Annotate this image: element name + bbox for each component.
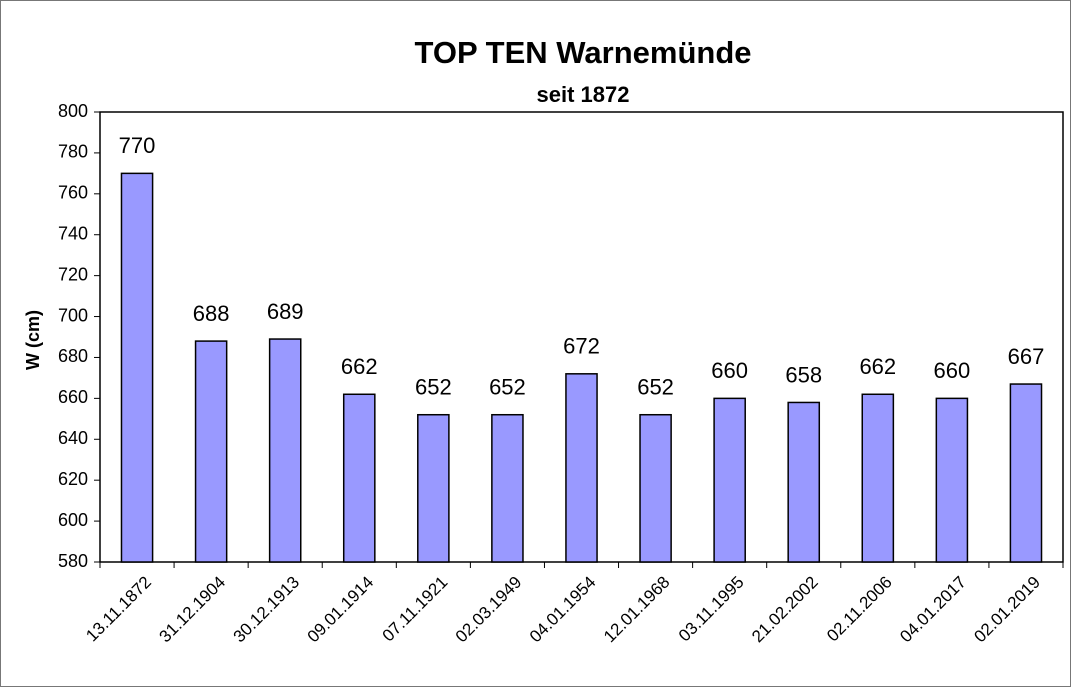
data-label: 667 bbox=[1008, 344, 1045, 369]
data-label: 652 bbox=[489, 375, 526, 400]
bar bbox=[120, 172, 154, 563]
bar bbox=[342, 393, 376, 563]
data-label: 689 bbox=[267, 299, 304, 324]
y-tick-label: 580 bbox=[58, 551, 88, 571]
y-tick-label: 760 bbox=[58, 183, 88, 203]
bar bbox=[565, 373, 598, 563]
bar bbox=[268, 338, 302, 563]
data-label: 652 bbox=[637, 375, 674, 400]
data-label: 672 bbox=[563, 334, 600, 359]
bar bbox=[639, 413, 672, 563]
data-label: 770 bbox=[119, 133, 156, 158]
y-tick-label: 720 bbox=[58, 264, 88, 284]
bar bbox=[491, 413, 524, 563]
bar bbox=[1009, 383, 1043, 563]
data-label: 660 bbox=[711, 358, 748, 383]
y-axis-label: W (cm) bbox=[23, 310, 43, 370]
bar bbox=[935, 397, 969, 563]
data-label: 652 bbox=[415, 375, 452, 400]
data-label: 658 bbox=[785, 362, 822, 387]
y-tick-label: 680 bbox=[58, 346, 88, 366]
data-label: 662 bbox=[859, 354, 896, 379]
data-label: 688 bbox=[193, 301, 230, 326]
data-label: 662 bbox=[341, 354, 378, 379]
y-tick-label: 740 bbox=[58, 223, 88, 243]
chart-title: TOP TEN Warnemünde bbox=[414, 35, 751, 70]
y-tick-label: 660 bbox=[58, 387, 88, 407]
bar bbox=[787, 401, 821, 563]
y-tick-label: 600 bbox=[58, 510, 88, 530]
bar bbox=[713, 397, 746, 563]
y-tick-label: 620 bbox=[58, 469, 88, 489]
chart-subtitle: seit 1872 bbox=[537, 82, 630, 107]
bar bbox=[417, 413, 450, 563]
bar bbox=[861, 393, 895, 563]
y-tick-label: 800 bbox=[58, 101, 88, 121]
y-tick-label: 780 bbox=[58, 142, 88, 162]
y-tick-label: 640 bbox=[58, 428, 88, 448]
bar bbox=[194, 340, 228, 563]
data-label: 660 bbox=[934, 358, 971, 383]
y-tick-label: 700 bbox=[58, 305, 88, 325]
